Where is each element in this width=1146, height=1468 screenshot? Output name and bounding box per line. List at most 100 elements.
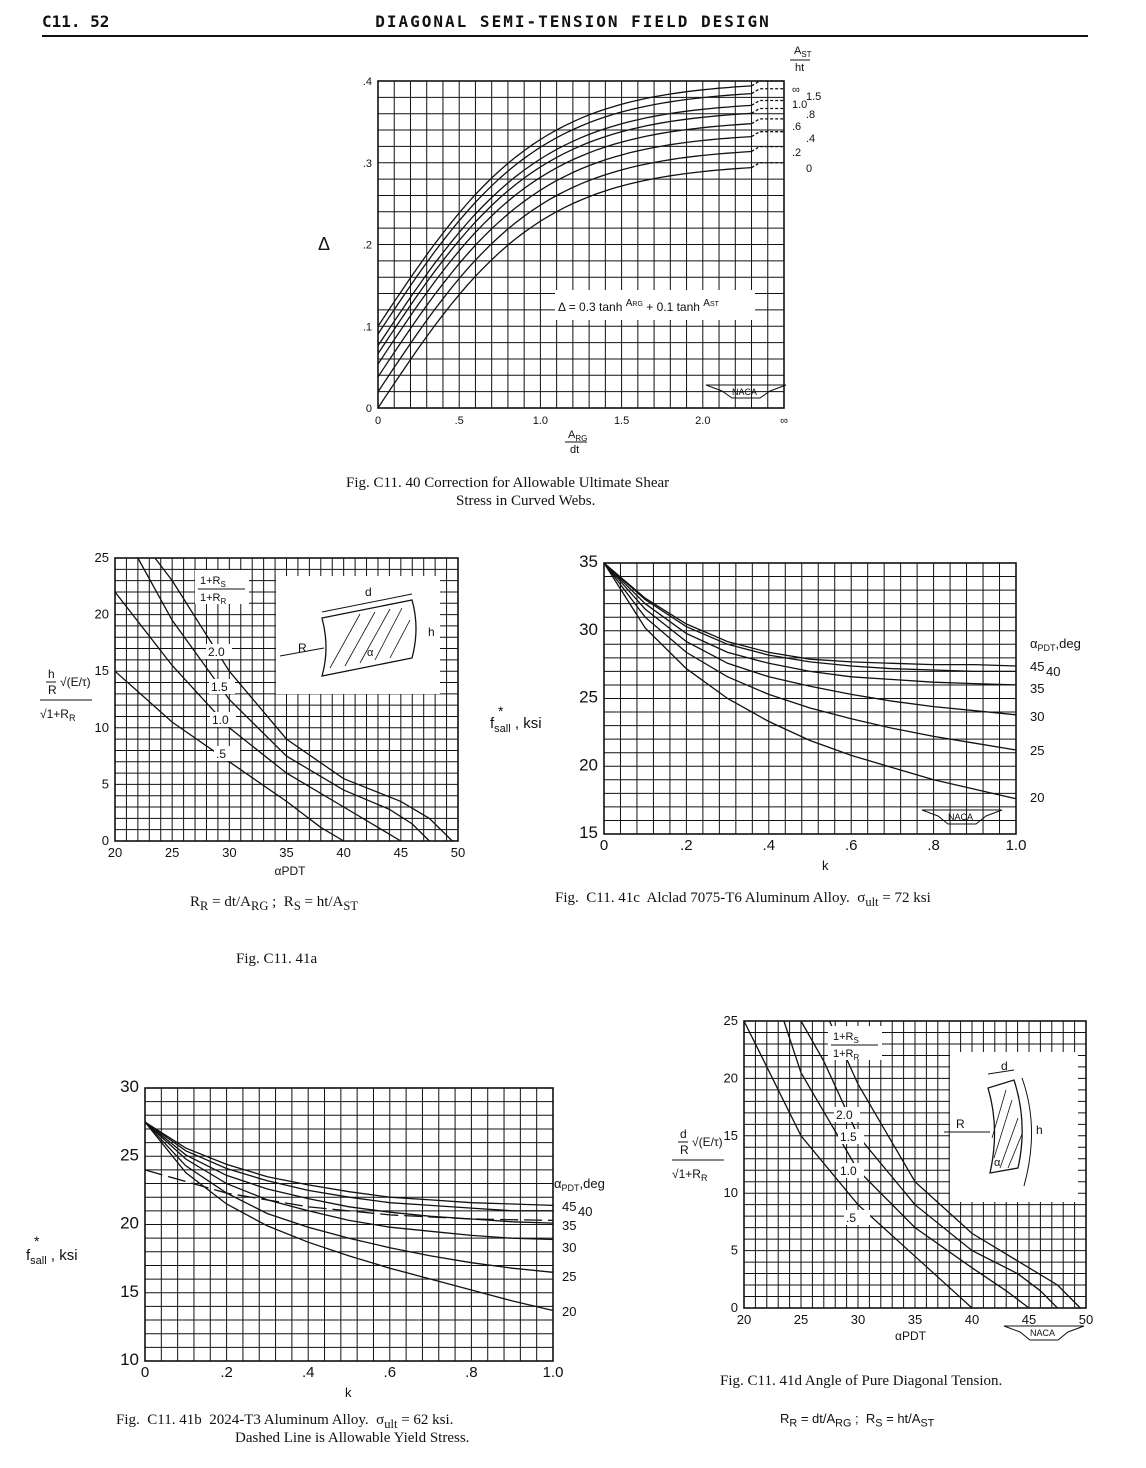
svg-text:αPDT,deg: αPDT,deg (1030, 636, 1081, 653)
fig41a-tick-label: 0 (102, 833, 109, 848)
fig41b-y-axis-star: * (34, 1233, 40, 1249)
fig40-tick-label: .5 (455, 415, 464, 427)
fig40-series-asymptote-2 (751, 99, 784, 106)
svg-text:d: d (1001, 1059, 1008, 1073)
fig40-series-line-7 (377, 166, 752, 409)
fig41d-tick-label: 35 (908, 1312, 922, 1327)
fig41c-tick-label: 30 (579, 620, 598, 639)
fig41d-series-line-3 (828, 1020, 1081, 1309)
fig41a-curves (114, 557, 453, 842)
svg-text:1+RR: 1+RR (200, 592, 227, 606)
fig41a-series-line-2 (137, 557, 430, 842)
fig41d-tick-label: 20 (724, 1070, 738, 1085)
svg-text:R: R (956, 1117, 965, 1131)
fig41a-curve-label: 2.0 (208, 645, 225, 659)
fig41d-chart: 20 25 30 35 40 45 500510152025αPDT2.01.51.0.5 … (672, 1013, 1094, 1343)
svg-text:√1+RR: √1+RR (40, 707, 76, 723)
fig41b-frame (144, 1087, 554, 1362)
fig41a-tick-label: 25 (165, 845, 179, 860)
fig41c-x-axis-label: k (822, 858, 829, 873)
fig41b-series-line-3 (144, 1121, 554, 1241)
fig40-tick-label: .4 (363, 76, 372, 88)
fig41a-tick-label: 40 (336, 845, 350, 860)
fig41b-tick-label: .6 (384, 1364, 397, 1381)
fig41a-curve-label-bg (206, 644, 232, 659)
fig40-series-line-4 (377, 123, 752, 365)
fig40-curves (377, 80, 784, 409)
fig41a-tick-label: 35 (279, 845, 293, 860)
fig41d-tick-label: 40 (965, 1312, 979, 1327)
fig41b-series-line-5 (144, 1121, 554, 1312)
fig41d-labels: 20 25 30 35 40 45 50 0 5 10 15 20 25 αPDT 2.0 1.5 1.0 .5 (724, 1013, 1094, 1343)
fig41b-tick-label: 20 (120, 1214, 139, 1233)
fig41b-y-axis-label: fsall , ksi (26, 1247, 78, 1267)
fig41c-curve-label: 25 (1030, 743, 1044, 758)
fig40-curve-label: .6 (792, 121, 801, 133)
svg-text:√(E/τ): √(E/τ) (60, 675, 91, 689)
svg-text:R: R (298, 641, 307, 655)
fig41a-frame (114, 557, 459, 842)
fig41c-series-line-5 (603, 562, 1017, 800)
fig41a-curve-label-bg (214, 746, 240, 761)
fig41a-x-axis-label: αPDT (275, 864, 307, 878)
fig40-tick-label: .2 (363, 240, 372, 252)
svg-text:d: d (365, 585, 372, 599)
fig41d-tick-label: 0 (731, 1300, 738, 1315)
fig41d-curve-label: 2.0 (836, 1108, 853, 1122)
fig41a-curve-label: 1.5 (211, 680, 228, 694)
fig40-series-asymptote-0 (751, 80, 784, 87)
fig41a-series-line-1 (114, 591, 402, 842)
fig41d-tick-label: 10 (724, 1185, 738, 1200)
fig41a-labels: 20 25 30 35 40 45 50 0 5 10 15 20 25 αPDT 2.0 1.5 1.0 .5 (95, 550, 466, 878)
fig41c-curves (603, 562, 1017, 800)
fig41c-tick-label: 0 (600, 837, 608, 854)
fig40-curve-label: 1.0 (792, 99, 807, 111)
fig40-tick-label: 2.0 (695, 415, 710, 427)
fig40-curve-label: .4 (806, 133, 815, 145)
fig40-legend-header-den: ht (795, 62, 804, 74)
fig41c-grid (603, 562, 1017, 835)
fig41c-frame (603, 562, 1017, 835)
fig41c-tick-label: .6 (845, 837, 858, 854)
svg-text:α: α (367, 647, 374, 659)
svg-text:α: α (994, 1157, 1001, 1169)
fig40-caption-line1: Fig. C11. 40 Correction for Allowable Ul… (346, 475, 670, 491)
fig40-curve-label: .2 (792, 147, 801, 159)
fig41b-curve-label: 40 (578, 1204, 592, 1219)
fig41b-series-line-0 (144, 1121, 554, 1207)
fig41d-curve-label: 1.5 (840, 1130, 857, 1144)
fig41b-tick-label: 0 (141, 1364, 149, 1381)
fig41d-tick-label: 5 (731, 1243, 738, 1258)
fig40-frame (377, 80, 785, 409)
fig41c-curve-label: 30 (1030, 709, 1044, 724)
fig41a-chart: 20 25 30 35 40 45 500510152025αPDT2.01.51.0.5 … (40, 550, 466, 878)
fig41d-grid (743, 1020, 1087, 1309)
fig40-series-asymptote-5 (751, 131, 784, 138)
fig41c-curve-label: 35 (1030, 681, 1044, 696)
fig41b-grid (144, 1087, 554, 1362)
fig40-tick-label: 0 (375, 415, 381, 427)
fig40-tick-label: 1.5 (614, 415, 629, 427)
fig41c-curve-label: 20 (1030, 790, 1044, 805)
fig41a-tick-label: 30 (222, 845, 236, 860)
fig41d-inset-diagram: d h R α (944, 1052, 1078, 1202)
fig40-formula: Δ = 0.3 tanh ARG + 0.1 tanh AST (558, 298, 720, 314)
fig41b-series-line-1 (144, 1121, 553, 1212)
fig40-series-asymptote-7 (751, 162, 784, 169)
fig41b-tick-label: .4 (302, 1364, 315, 1381)
fig41b-curve-label: 20 (562, 1304, 576, 1319)
fig40-tick-label: ∞ (780, 415, 788, 427)
fig41a-curve-label-bg (209, 679, 235, 694)
fig41c-tick-label: 35 (579, 552, 598, 571)
fig41c-curve-label: 40 (1046, 664, 1060, 679)
fig41d-tick-label: 30 (851, 1312, 865, 1327)
fig41d-caption: Fig. C11. 41d Angle of Pure Diagonal Ten… (720, 1373, 1003, 1389)
fig41c-tick-label: 25 (579, 688, 598, 707)
fig40-curve-label: 0 (806, 163, 812, 175)
fig40-x-label-den: dt (570, 444, 579, 456)
fig41a-tick-label: 5 (102, 776, 109, 791)
fig41d-curve-label-bg (838, 1163, 864, 1178)
svg-text:1+RS: 1+RS (833, 1031, 859, 1045)
fig40-series-line-1 (377, 92, 752, 335)
